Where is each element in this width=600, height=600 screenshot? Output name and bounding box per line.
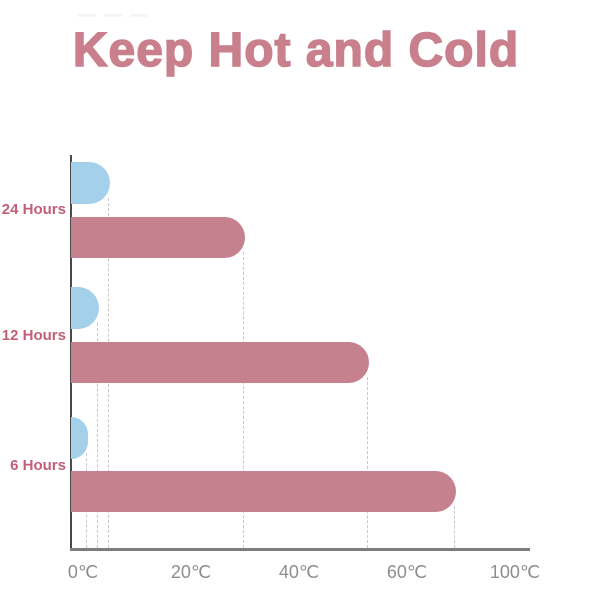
guide-line-hot <box>243 252 244 548</box>
bar-hot-6-hours <box>71 471 456 512</box>
category-label: 6 Hours <box>10 457 66 474</box>
chart-title: Keep Hot and Cold <box>72 23 520 78</box>
watermark-dash <box>78 14 96 17</box>
bar-cold-24-hours <box>71 162 110 204</box>
x-tick-label: 20℃ <box>170 562 212 582</box>
category-label: 24 Hours <box>1 201 66 218</box>
x-tick-label: 40℃ <box>278 562 320 582</box>
category-label: 12 Hours <box>1 327 66 344</box>
bar-hot-24-hours <box>71 217 245 258</box>
bar-hot-12-hours <box>71 342 370 383</box>
guide-line-hot <box>367 377 369 548</box>
x-tick-label: 60℃ <box>386 562 428 582</box>
bar-cold-12-hours <box>71 287 100 329</box>
watermark-dashes <box>78 14 148 17</box>
guide-line-hot <box>453 506 455 548</box>
watermark-dash <box>130 14 148 17</box>
x-axis-line <box>70 548 530 551</box>
x-tick-label: 0℃ <box>67 562 99 582</box>
bar-cold-6-hours <box>71 417 89 459</box>
x-tick-label: 100℃ <box>489 562 541 582</box>
watermark-dash <box>104 14 122 17</box>
guide-line-cold <box>97 323 99 548</box>
